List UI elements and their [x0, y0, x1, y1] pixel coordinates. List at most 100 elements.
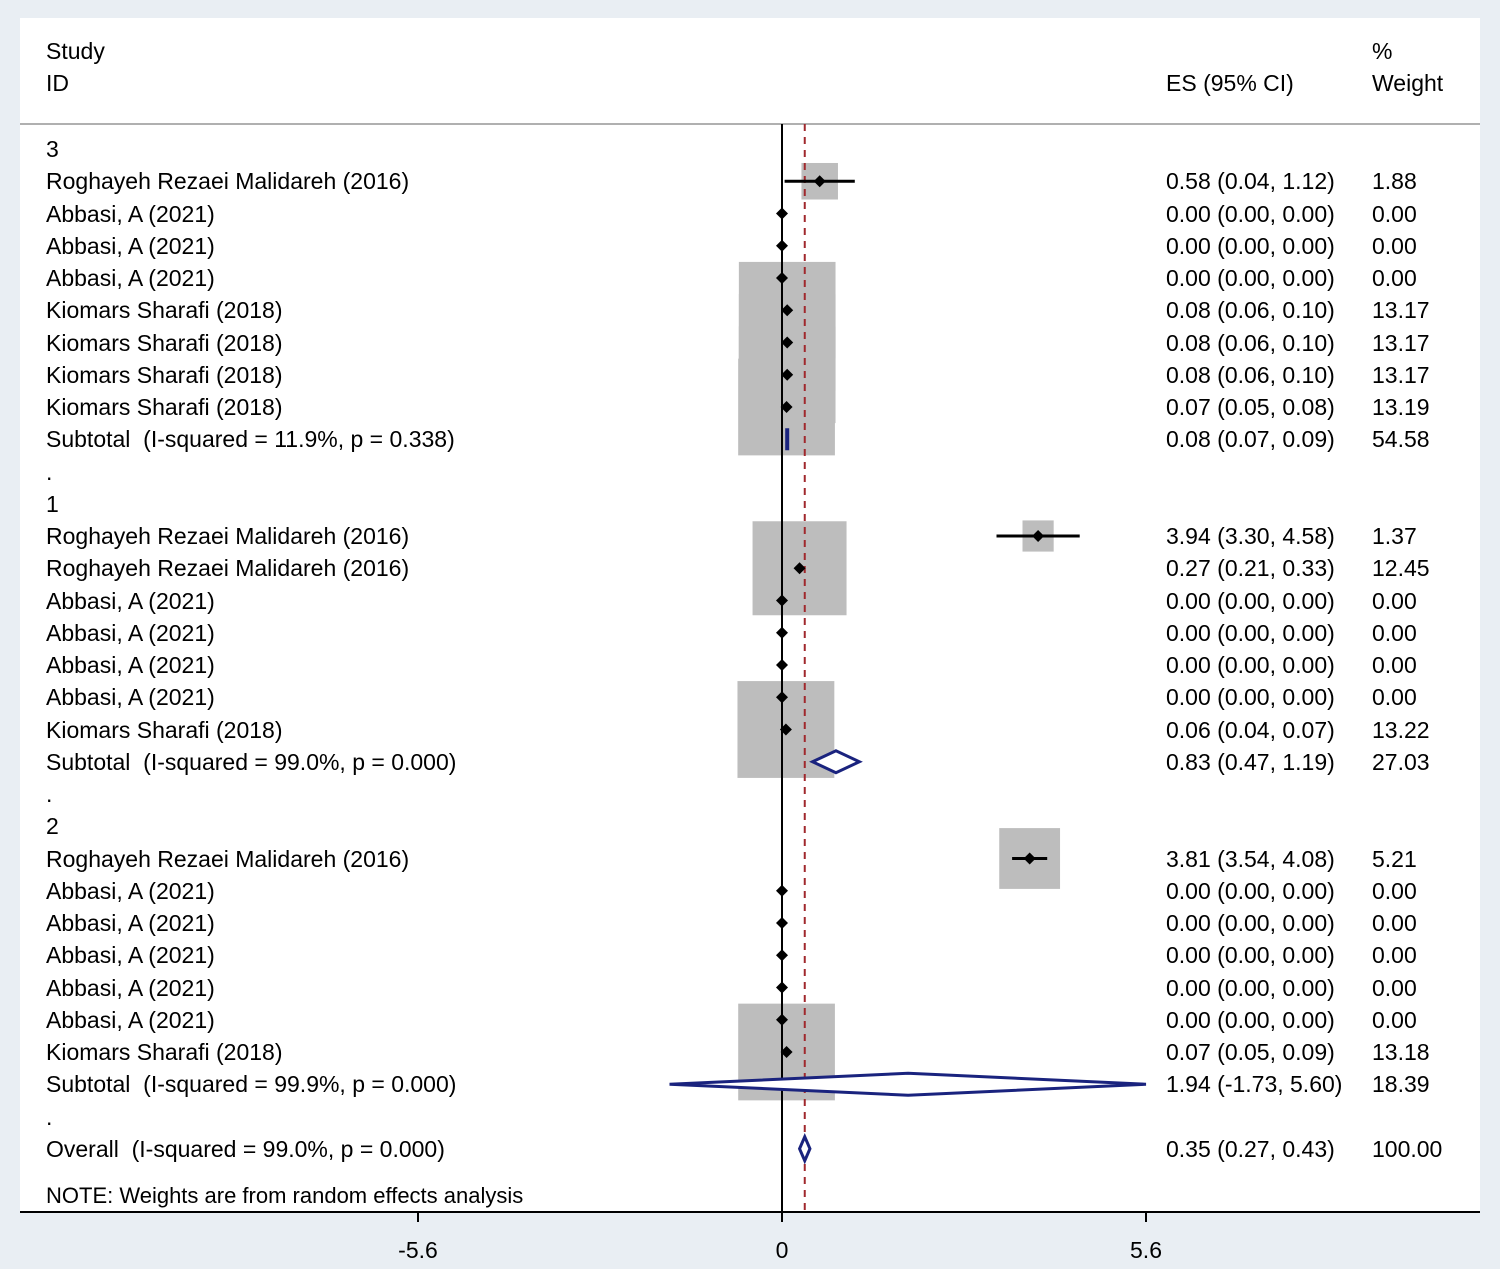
- weight-value: 5.21: [1372, 845, 1417, 872]
- x-tick-label: 0: [775, 1237, 789, 1263]
- subtotal-diamond: [809, 749, 863, 775]
- effect-size-ci: 0.00 (0.00, 0.00): [1166, 232, 1335, 259]
- effect-size-ci: 0.00 (0.00, 0.00): [1166, 974, 1335, 1001]
- weight-value: 0.00: [1372, 684, 1417, 711]
- point-estimate: [776, 626, 788, 639]
- x-tick-label: 5.6: [1130, 1237, 1162, 1263]
- study-label: Abbasi, A (2021): [46, 652, 215, 678]
- study-label: Abbasi, A (2021): [46, 910, 215, 936]
- study-label: Roghayeh Rezaei Malidareh (2016): [46, 845, 410, 872]
- point-estimate: [781, 304, 794, 317]
- weight-value: 0.00: [1372, 200, 1417, 227]
- point-estimate: [776, 691, 788, 704]
- weight-value: 18.39: [1372, 1071, 1430, 1098]
- effect-size-ci: 0.08 (0.06, 0.10): [1166, 297, 1335, 324]
- weight-value: 0.00: [1372, 974, 1417, 1001]
- study-label: Roghayeh Rezaei Malidareh (2016): [46, 555, 410, 582]
- effect-size-ci: 0.00 (0.00, 0.00): [1166, 684, 1335, 711]
- point-estimate: [1023, 852, 1036, 865]
- header-es: ES (95% CI): [1166, 70, 1294, 96]
- point-estimate: [776, 917, 788, 929]
- weight-value: 1.37: [1372, 523, 1417, 549]
- study-label: Abbasi, A (2021): [46, 1006, 215, 1033]
- study-label: Abbasi, A (2021): [46, 232, 215, 259]
- point-estimate: [776, 884, 788, 897]
- x-tick-label: -5.6: [398, 1237, 438, 1263]
- header-weight: Weight: [1372, 70, 1444, 96]
- study-label: Abbasi, A (2021): [46, 684, 215, 711]
- spacer-dot: .: [46, 458, 53, 485]
- point-estimate: [776, 1013, 788, 1026]
- weight-value: 0.00: [1372, 587, 1417, 614]
- effect-size-ci: 1.94 (-1.73, 5.60): [1166, 1071, 1343, 1098]
- effect-size-ci: 0.07 (0.05, 0.09): [1166, 1039, 1335, 1065]
- effect-size-ci: 0.08 (0.06, 0.10): [1166, 361, 1335, 388]
- overall-label: Overall (I-squared = 99.0%, p = 0.000): [46, 1135, 445, 1162]
- weight-value: 54.58: [1372, 426, 1430, 453]
- effect-size-ci: 0.00 (0.00, 0.00): [1166, 652, 1335, 678]
- point-estimate: [781, 336, 794, 349]
- weight-value: 13.17: [1372, 329, 1430, 356]
- effect-size-ci: 0.08 (0.06, 0.10): [1166, 329, 1335, 356]
- study-label: Abbasi, A (2021): [46, 200, 215, 227]
- header-study: Study: [46, 38, 105, 64]
- point-estimate: [776, 207, 788, 220]
- subtotal-label: Subtotal (I-squared = 99.9%, p = 0.000): [46, 1071, 457, 1098]
- weight-value: 0.00: [1372, 1006, 1417, 1033]
- weight-value: 0.00: [1372, 619, 1417, 646]
- study-label: Abbasi, A (2021): [46, 877, 215, 904]
- effect-size-ci: 0.07 (0.05, 0.08): [1166, 394, 1335, 420]
- effect-size-ci: 0.27 (0.21, 0.33): [1166, 555, 1335, 582]
- point-estimate: [776, 239, 788, 252]
- weight-value: 27.03: [1372, 748, 1430, 775]
- point-estimate: [776, 594, 788, 607]
- point-estimate: [776, 981, 788, 994]
- effect-size-ci: 3.81 (3.54, 4.08): [1166, 845, 1335, 872]
- study-label: Roghayeh Rezaei Malidareh (2016): [46, 168, 410, 195]
- point-estimate: [776, 272, 788, 284]
- group-label: 3: [46, 136, 59, 162]
- weight-value: 0.00: [1372, 910, 1417, 936]
- point-estimate: [781, 368, 794, 381]
- weight-value: 0.00: [1372, 265, 1417, 291]
- subtotal-label: Subtotal (I-squared = 99.0%, p = 0.000): [46, 748, 457, 775]
- weight-value: 13.18: [1372, 1039, 1430, 1065]
- effect-size-ci: 0.00 (0.00, 0.00): [1166, 942, 1335, 969]
- spacer-dot: .: [46, 1103, 53, 1130]
- effect-size-ci: 0.08 (0.07, 0.09): [1166, 426, 1335, 453]
- point-estimate: [793, 562, 806, 575]
- effect-size-ci: 0.00 (0.00, 0.00): [1166, 619, 1335, 646]
- effect-size-ci: 0.00 (0.00, 0.00): [1166, 200, 1335, 227]
- spacer-dot: .: [46, 781, 53, 807]
- weight-value: 0.00: [1372, 942, 1417, 969]
- weight-value: 12.45: [1372, 555, 1430, 582]
- point-estimate: [779, 723, 792, 736]
- header-percent: %: [1372, 38, 1393, 64]
- group-label: 1: [46, 490, 59, 517]
- effect-size-ci: 3.94 (3.30, 4.58): [1166, 523, 1335, 549]
- point-estimate: [776, 949, 788, 962]
- effect-size-ci: 0.06 (0.04, 0.07): [1166, 716, 1335, 743]
- group-label: 2: [46, 813, 59, 840]
- weight-value: 1.88: [1372, 168, 1417, 195]
- study-label: Kiomars Sharafi (2018): [46, 394, 283, 420]
- study-label: Abbasi, A (2021): [46, 974, 215, 1001]
- point-estimate: [780, 401, 793, 413]
- effect-size-ci: 0.00 (0.00, 0.00): [1166, 1006, 1335, 1033]
- note-text: NOTE: Weights are from random effects an…: [46, 1183, 524, 1208]
- subtotal-diamond: [785, 428, 790, 451]
- header-id: ID: [46, 70, 69, 96]
- study-label: Kiomars Sharafi (2018): [46, 329, 283, 356]
- study-label: Kiomars Sharafi (2018): [46, 361, 283, 388]
- study-label: Kiomars Sharafi (2018): [46, 1039, 283, 1065]
- subtotal-diamond: [669, 1071, 1147, 1097]
- study-label: Abbasi, A (2021): [46, 587, 215, 614]
- effect-size-ci: 0.00 (0.00, 0.00): [1166, 910, 1335, 936]
- effect-size-ci: 0.35 (0.27, 0.43): [1166, 1135, 1335, 1162]
- point-estimate: [1032, 530, 1045, 542]
- weight-value: 0.00: [1372, 652, 1417, 678]
- weight-value: 13.17: [1372, 297, 1430, 324]
- study-label: Kiomars Sharafi (2018): [46, 297, 283, 324]
- weight-value: 100.00: [1372, 1135, 1443, 1162]
